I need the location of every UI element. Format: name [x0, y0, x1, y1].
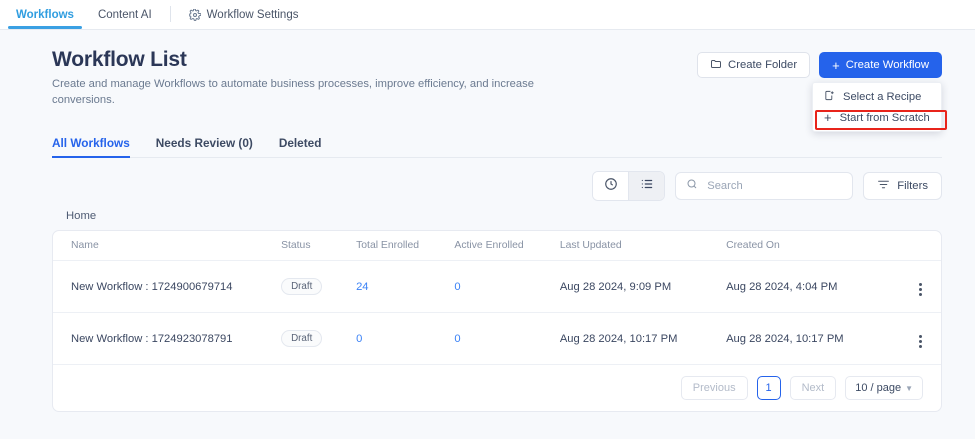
pagination-next-button[interactable]: Next: [789, 376, 837, 401]
create-workflow-dropdown: Select a Recipe + Start from Scratch: [812, 82, 947, 132]
search-input[interactable]: [705, 179, 843, 194]
column-header-actions: [900, 231, 941, 262]
active-enrolled-link[interactable]: 0: [454, 332, 461, 345]
cell-last-updated: Aug 28 2024, 9:09 PM: [559, 260, 727, 314]
create-folder-button[interactable]: Create Folder: [697, 52, 811, 78]
workflow-tabs: All Workflows Needs Review (0) Deleted: [52, 136, 942, 159]
cell-status: Draft: [281, 312, 357, 366]
cell-active-enrolled: 0: [454, 312, 560, 366]
column-header-created-on: Created On: [726, 231, 901, 262]
table-row[interactable]: New Workflow : 1724923078791 Draft 0 0 A…: [53, 312, 941, 366]
breadcrumb[interactable]: Home: [66, 210, 97, 223]
table-row[interactable]: New Workflow : 1724900679714 Draft 24 0 …: [53, 260, 941, 314]
table-header: Name Status Total Enrolled Active Enroll…: [53, 231, 941, 262]
cell-last-updated: Aug 28 2024, 10:17 PM: [559, 312, 727, 366]
page-subtitle: Create and manage Workflows to automate …: [52, 78, 534, 107]
column-header-status: Status: [281, 231, 357, 262]
status-badge: Draft: [281, 330, 323, 348]
list-view-button[interactable]: [629, 172, 665, 201]
table-body: New Workflow : 1724900679714 Draft 24 0 …: [53, 260, 941, 366]
filter-icon: [877, 178, 890, 194]
cell-total-enrolled: 24: [356, 260, 455, 314]
nav-item-workflows[interactable]: Workflows: [4, 0, 86, 29]
gear-icon: [188, 8, 202, 21]
status-badge: Draft: [281, 278, 323, 296]
search-icon: [686, 177, 698, 195]
page-size-label: 10 / page: [855, 382, 902, 395]
plus-icon: +: [824, 110, 832, 125]
dropdown-item-start-from-scratch[interactable]: + Start from Scratch: [813, 107, 941, 128]
plus-icon: +: [832, 57, 840, 73]
column-header-name: Name: [53, 231, 282, 262]
cell-actions: [900, 312, 941, 366]
page-header: Workflow List Create and manage Workflow…: [52, 48, 947, 132]
tab-needs-review[interactable]: Needs Review (0): [156, 136, 253, 157]
more-vertical-icon[interactable]: [919, 335, 923, 349]
create-workflow-button[interactable]: + Create Workflow: [819, 52, 942, 78]
tab-deleted[interactable]: Deleted: [279, 136, 322, 157]
table-toolbar: Filters: [52, 171, 942, 202]
pagination-page-1[interactable]: 1: [756, 376, 781, 401]
cell-total-enrolled: 0: [356, 312, 455, 366]
dropdown-item-label: Start from Scratch: [839, 111, 930, 124]
folder-icon: [710, 58, 722, 73]
nav-item-label: Content AI: [97, 8, 152, 21]
cell-active-enrolled: 0: [454, 260, 560, 314]
create-folder-label: Create Folder: [728, 59, 798, 71]
history-view-button[interactable]: [593, 172, 629, 201]
view-toggle-group: [592, 171, 666, 202]
create-workflow-label: Create Workflow: [845, 59, 929, 71]
pagination-previous-button[interactable]: Previous: [680, 376, 748, 401]
workflow-table-card: Name Status Total Enrolled Active Enroll…: [52, 230, 942, 413]
cell-status: Draft: [281, 260, 357, 314]
filters-button[interactable]: Filters: [863, 172, 942, 201]
column-header-active-enrolled: Active Enrolled: [454, 231, 560, 262]
toggle-divider: [628, 172, 630, 201]
column-header-last-updated: Last Updated: [559, 231, 727, 262]
list-view-icon: [640, 177, 654, 196]
nav-item-label: Workflow Settings: [206, 8, 299, 21]
cell-created-on: Aug 28 2024, 4:04 PM: [726, 260, 901, 314]
nav-item-content-ai[interactable]: Content AI: [86, 0, 164, 29]
chevron-down-icon: ▼: [905, 383, 913, 393]
search-box[interactable]: [675, 172, 854, 201]
page-title: Workflow List: [52, 48, 187, 71]
cell-name: New Workflow : 1724900679714: [53, 260, 282, 314]
page-size-select[interactable]: 10 / page ▼: [845, 376, 923, 401]
nav-item-workflow-settings[interactable]: Workflow Settings: [177, 0, 311, 29]
cell-name: New Workflow : 1724923078791: [53, 312, 282, 366]
tab-label: All Workflows: [52, 136, 130, 151]
recipe-document-icon: [824, 90, 835, 104]
cell-actions: [900, 260, 941, 314]
nav-divider: [169, 6, 171, 22]
tab-all-workflows[interactable]: All Workflows: [52, 136, 130, 159]
table-header-row: Name Status Total Enrolled Active Enroll…: [53, 231, 941, 262]
column-header-total-enrolled: Total Enrolled: [356, 231, 455, 262]
tab-label: Needs Review (0): [155, 136, 253, 151]
total-enrolled-link[interactable]: 0: [356, 332, 363, 345]
page-content: Workflow List Create and manage Workflow…: [0, 30, 975, 413]
cell-created-on: Aug 28 2024, 10:17 PM: [726, 312, 901, 366]
clock-icon: [604, 177, 618, 196]
top-navigation: Workflows Content AI Workflow Settings: [0, 0, 975, 30]
page-header-text: Workflow List Create and manage Workflow…: [52, 48, 582, 108]
tab-label: Deleted: [278, 136, 322, 151]
filters-label: Filters: [897, 180, 928, 193]
more-vertical-icon[interactable]: [919, 283, 923, 297]
dropdown-item-label: Select a Recipe: [843, 90, 922, 103]
total-enrolled-link[interactable]: 24: [356, 280, 369, 293]
workflow-table: Name Status Total Enrolled Active Enroll…: [53, 231, 941, 366]
active-enrolled-link[interactable]: 0: [454, 280, 461, 293]
header-actions: Create Folder + Create Workflow Select a…: [697, 48, 947, 132]
pagination: Previous 1 Next 10 / page ▼: [53, 365, 941, 411]
dropdown-item-select-a-recipe[interactable]: Select a Recipe: [813, 86, 941, 107]
nav-item-label: Workflows: [16, 8, 74, 21]
